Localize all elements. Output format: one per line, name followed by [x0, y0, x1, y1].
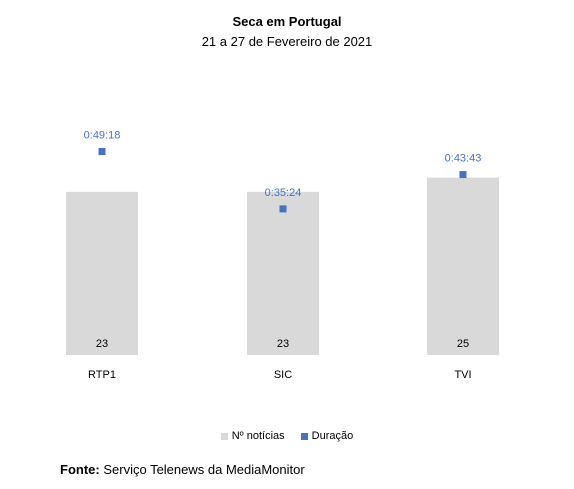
chart-title: Seca em Portugal — [232, 14, 342, 29]
bar-rtp1 — [66, 191, 138, 355]
source-text: Serviço Telenews da MediaMonitor — [103, 462, 305, 477]
legend-swatch-news-count — [220, 432, 228, 440]
legend-label-news-count: Nº notícias — [231, 430, 285, 442]
legend-swatch-duration — [300, 432, 308, 440]
legend-item-news-count: Nº notícias — [220, 430, 285, 442]
bar-value-label-sic: 23 — [277, 338, 289, 350]
category-label-tvi: TVI — [454, 369, 471, 381]
duration-label-sic: 0:35:24 — [265, 187, 302, 199]
bar-sic — [247, 191, 319, 355]
duration-label-tvi: 0:43:43 — [445, 153, 482, 165]
bar-tvi — [427, 177, 499, 355]
duration-point-tvi — [459, 171, 467, 179]
category-label-sic: SIC — [274, 369, 292, 381]
source-label: Fonte: — [60, 462, 100, 477]
source-note: Fonte: Serviço Telenews da MediaMonitor — [60, 462, 305, 477]
chart-subtitle: 21 a 27 de Fevereiro de 2021 — [201, 34, 373, 49]
duration-point-sic — [279, 205, 287, 213]
bar-value-label-tvi: 25 — [457, 338, 469, 350]
duration-point-rtp1 — [98, 148, 106, 156]
duration-label-rtp1: 0:49:18 — [84, 130, 121, 142]
legend-item-duration: Duração — [300, 430, 354, 442]
chart-legend: Nº notícias Duração — [0, 430, 574, 442]
bar-value-label-rtp1: 23 — [96, 338, 108, 350]
category-label-rtp1: RTP1 — [88, 369, 116, 381]
legend-label-duration: Duração — [311, 430, 354, 442]
